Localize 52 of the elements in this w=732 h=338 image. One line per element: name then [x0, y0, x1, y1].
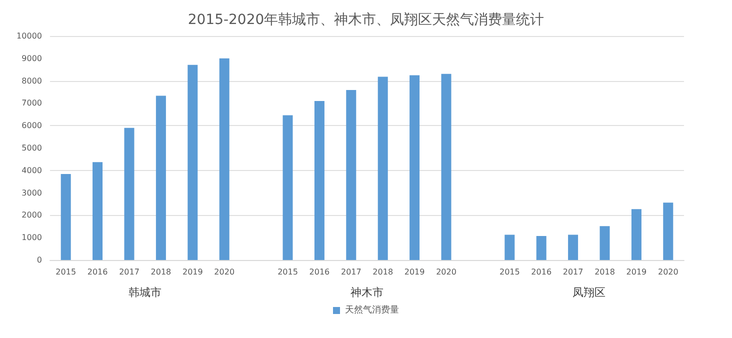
bar	[92, 162, 103, 260]
y-tick-label: 10000	[16, 32, 42, 40]
x-tick-label: 2019	[182, 268, 203, 276]
x-tick-label: 2020	[658, 268, 678, 276]
x-tick-label: 2020	[436, 268, 456, 276]
x-tick-label: 2017	[562, 268, 584, 276]
y-tick-label: 1000	[22, 233, 42, 242]
y-tick-label: 0	[36, 256, 42, 264]
bar	[346, 90, 356, 260]
bar	[568, 234, 578, 260]
x-tick-label: 2018	[594, 268, 615, 276]
y-tick-label: 9000	[22, 54, 42, 63]
x-tick-label: 2015	[278, 268, 298, 276]
bar	[156, 96, 166, 260]
bar	[631, 209, 642, 260]
y-tick-label: 6000	[22, 121, 42, 130]
bar	[441, 74, 452, 260]
bar	[378, 76, 388, 260]
bar	[282, 115, 293, 260]
chart-title: 2015-2020年韩城市、神木市、凤翔区天然气消费量统计	[188, 12, 544, 28]
x-tick-label: 2016	[309, 268, 330, 276]
bar	[410, 75, 420, 260]
x-tick-label: 2018	[150, 268, 172, 276]
x-tick-label: 2020	[214, 268, 235, 276]
y-tick-label: 5000	[22, 144, 42, 152]
text: 韩城市	[128, 286, 162, 299]
x-tick-label: 2019	[626, 268, 647, 276]
bar	[188, 64, 198, 260]
y-tick-label: 7000	[22, 98, 42, 108]
x-tick-label: 2017	[340, 268, 362, 276]
x-tick-label: 2015	[56, 268, 76, 276]
x-tick-label: 2017	[119, 268, 140, 276]
text: 神木市	[350, 286, 384, 299]
y-tick-label: 4000	[22, 166, 42, 175]
bar	[60, 174, 71, 260]
text: 凤翔区	[572, 286, 606, 299]
bar	[314, 100, 324, 260]
bar	[536, 236, 546, 260]
bar	[600, 226, 610, 260]
x-tick-label: 2019	[404, 268, 425, 276]
bar	[504, 234, 515, 260]
y-tick-label: 3000	[22, 188, 42, 198]
bar	[663, 202, 674, 260]
legend-label: 天然气消费量	[345, 304, 399, 316]
x-tick-label: 2018	[372, 268, 394, 276]
y-tick-label: 8000	[22, 76, 42, 86]
y-tick-label: 2000	[22, 210, 42, 220]
bar	[124, 128, 134, 260]
x-tick-label: 2016	[87, 268, 108, 276]
x-tick-label: 2015	[499, 268, 520, 276]
bar	[219, 58, 230, 260]
x-tick-label: 2016	[531, 268, 552, 276]
